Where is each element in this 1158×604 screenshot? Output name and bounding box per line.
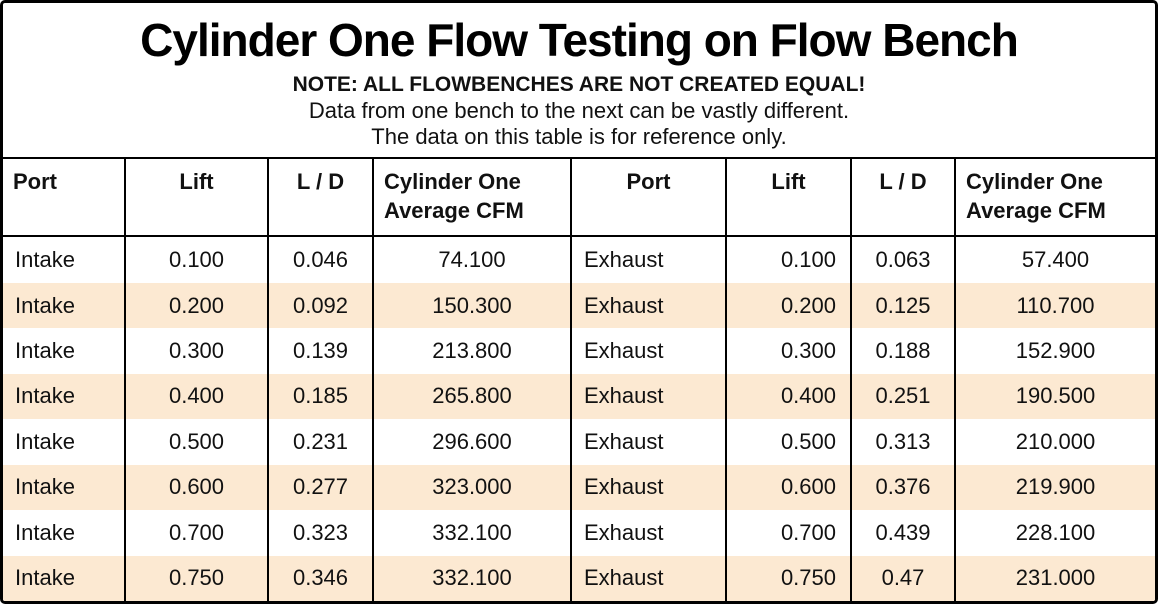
table-cell: 152.900	[954, 328, 1155, 374]
table-cell: 332.100	[372, 510, 571, 556]
table-cell: Exhaust	[570, 419, 726, 465]
table-row: Intake 0.400 0.185 265.800 Exhaust 0.400 0.251…	[3, 373, 1155, 420]
table-cell: 0.300	[725, 328, 851, 374]
table-cell: 210.000	[954, 419, 1155, 465]
notes-block: NOTE: ALL FLOWBENCHES ARE NOT CREATED EQ…	[3, 72, 1155, 151]
header-cell: Lift	[725, 157, 851, 237]
table-cell: Exhaust	[570, 328, 726, 374]
table-cell: 228.100	[954, 510, 1155, 556]
table-cell: 0.277	[267, 464, 373, 511]
table-cell: 265.800	[372, 373, 571, 420]
table-cell: 0.100	[725, 235, 851, 283]
note-warning: NOTE: ALL FLOWBENCHES ARE NOT CREATED EQ…	[292, 72, 866, 96]
table-cell: 0.231	[267, 419, 373, 465]
table-cell: Intake	[15, 337, 75, 363]
table-cell: 0.439	[850, 510, 955, 556]
table-row: Intake 0.500 0.231 296.600 Exhaust 0.500 0.313…	[3, 419, 1155, 465]
table-cell: Intake	[15, 383, 75, 409]
table-cell: 0.47	[850, 555, 955, 601]
table-cell: 0.092	[267, 282, 373, 329]
table-cell: 0.185	[267, 373, 373, 420]
note-line-2: Data from one bench to the next can be v…	[308, 97, 850, 123]
table-cell: Intake	[15, 474, 75, 500]
table-cell: 296.600	[372, 419, 571, 465]
header-cell: Port	[570, 157, 726, 237]
table-cell: 0.046	[267, 235, 373, 283]
table-row: Intake 0.200 0.092 150.300 Exhaust 0.200 0.125…	[3, 282, 1155, 329]
table-cell: 0.600	[725, 464, 851, 511]
table-cell: 57.400	[954, 235, 1155, 283]
table-cell: 0.251	[850, 373, 955, 420]
table-cell: 110.700	[954, 282, 1155, 329]
table-cell: Intake	[15, 565, 75, 591]
table-cell: 0.200	[725, 282, 851, 329]
table-cell: 231.000	[954, 555, 1155, 601]
table-cell: 0.100	[124, 235, 268, 283]
table-cell: Intake	[15, 292, 75, 318]
table-cell: Exhaust	[570, 464, 726, 511]
table-cell: 0.346	[267, 555, 373, 601]
flow-table-header: Port Lift L / D Cylinder One Average CFM Por…	[3, 157, 1155, 237]
header-row: Port Lift L / D Cylinder One Average CFM Por…	[3, 157, 1155, 237]
page-title: Cylinder One Flow Testing on Flow Bench	[140, 14, 1019, 66]
table-cell: 0.188	[850, 328, 955, 374]
table-cell: 0.313	[850, 419, 955, 465]
table-row: Intake 0.600 0.277 323.000 Exhaust 0.600 0.376…	[3, 464, 1155, 511]
note-line-3: The data on this table is for reference …	[371, 124, 787, 150]
table-cell: Exhaust	[570, 282, 726, 329]
table-cell: Intake	[15, 428, 75, 454]
table-cell: 0.063	[850, 235, 955, 283]
table-cell: Intake	[15, 519, 75, 545]
table-cell: 150.300	[372, 282, 571, 329]
table-row: Intake 0.100 0.046 74.100 Exhaust 0.100 0.063 5…	[3, 235, 1155, 283]
header-cell: Port	[3, 157, 125, 237]
table-cell: 213.800	[372, 328, 571, 374]
table-cell: 0.139	[267, 328, 373, 374]
table-cell: 332.100	[372, 555, 571, 601]
table-cell: Exhaust	[570, 510, 726, 556]
header-cell: L / D	[267, 157, 373, 237]
table-cell: 0.500	[725, 419, 851, 465]
table-cell: 323.000	[372, 464, 571, 511]
table-cell: 0.300	[124, 328, 268, 374]
table-cell: Exhaust	[570, 235, 726, 283]
table-row: Intake 0.750 0.346 332.100 Exhaust 0.750 0.47 2…	[3, 555, 1155, 601]
table-cell: 0.750	[124, 555, 268, 601]
header-cell: L / D	[850, 157, 955, 237]
table-cell: 0.700	[124, 510, 268, 556]
table-cell: 0.500	[124, 419, 268, 465]
table-cell: 219.900	[954, 464, 1155, 511]
header-cell: Lift	[124, 157, 268, 237]
table-cell: Exhaust	[570, 555, 726, 601]
table-row: Intake 0.700 0.323 332.100 Exhaust 0.700 0.439…	[3, 510, 1155, 556]
table-cell: 0.376	[850, 464, 955, 511]
table-cell: 190.500	[954, 373, 1155, 420]
flow-table-body: Intake 0.100 0.046 74.100 Exhaust 0.100 0.063 5…	[3, 235, 1155, 601]
table-cell: Intake	[15, 246, 75, 272]
table-row: Intake 0.300 0.139 213.800 Exhaust 0.300 0.188…	[3, 328, 1155, 374]
table-cell: 0.750	[725, 555, 851, 601]
flow-table: Port Lift L / D Cylinder One Average CFM Por…	[3, 156, 1155, 601]
table-cell: 0.400	[124, 373, 268, 420]
table-cell: 0.600	[124, 464, 268, 511]
table-cell: 0.700	[725, 510, 851, 556]
table-cell: Exhaust	[570, 373, 726, 420]
table-cell: 74.100	[372, 235, 571, 283]
table-cell: 0.125	[850, 282, 955, 329]
header-cell: Cylinder One Average CFM	[372, 157, 571, 237]
table-cell: 0.400	[725, 373, 851, 420]
table-cell: 0.323	[267, 510, 373, 556]
table-cell: 0.200	[124, 282, 268, 329]
header-cell: Cylinder One Average CFM	[954, 157, 1155, 237]
